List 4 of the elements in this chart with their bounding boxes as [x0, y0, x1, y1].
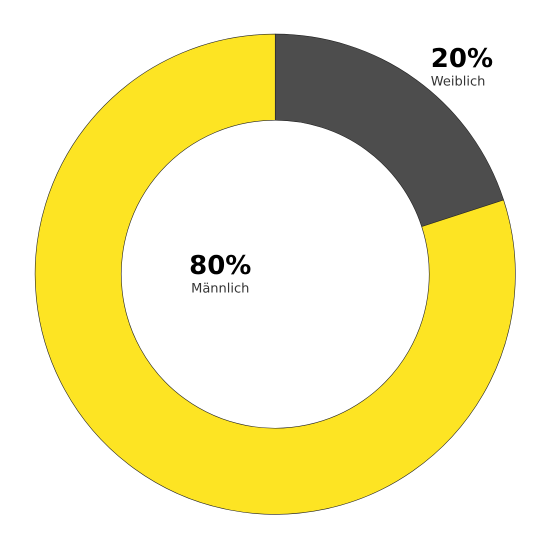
- slice-label: Männlich: [191, 282, 250, 297]
- data-label: 80%: [189, 251, 252, 282]
- slice-label: Weiblich: [430, 74, 486, 90]
- data-label: 20%: [430, 44, 494, 74]
